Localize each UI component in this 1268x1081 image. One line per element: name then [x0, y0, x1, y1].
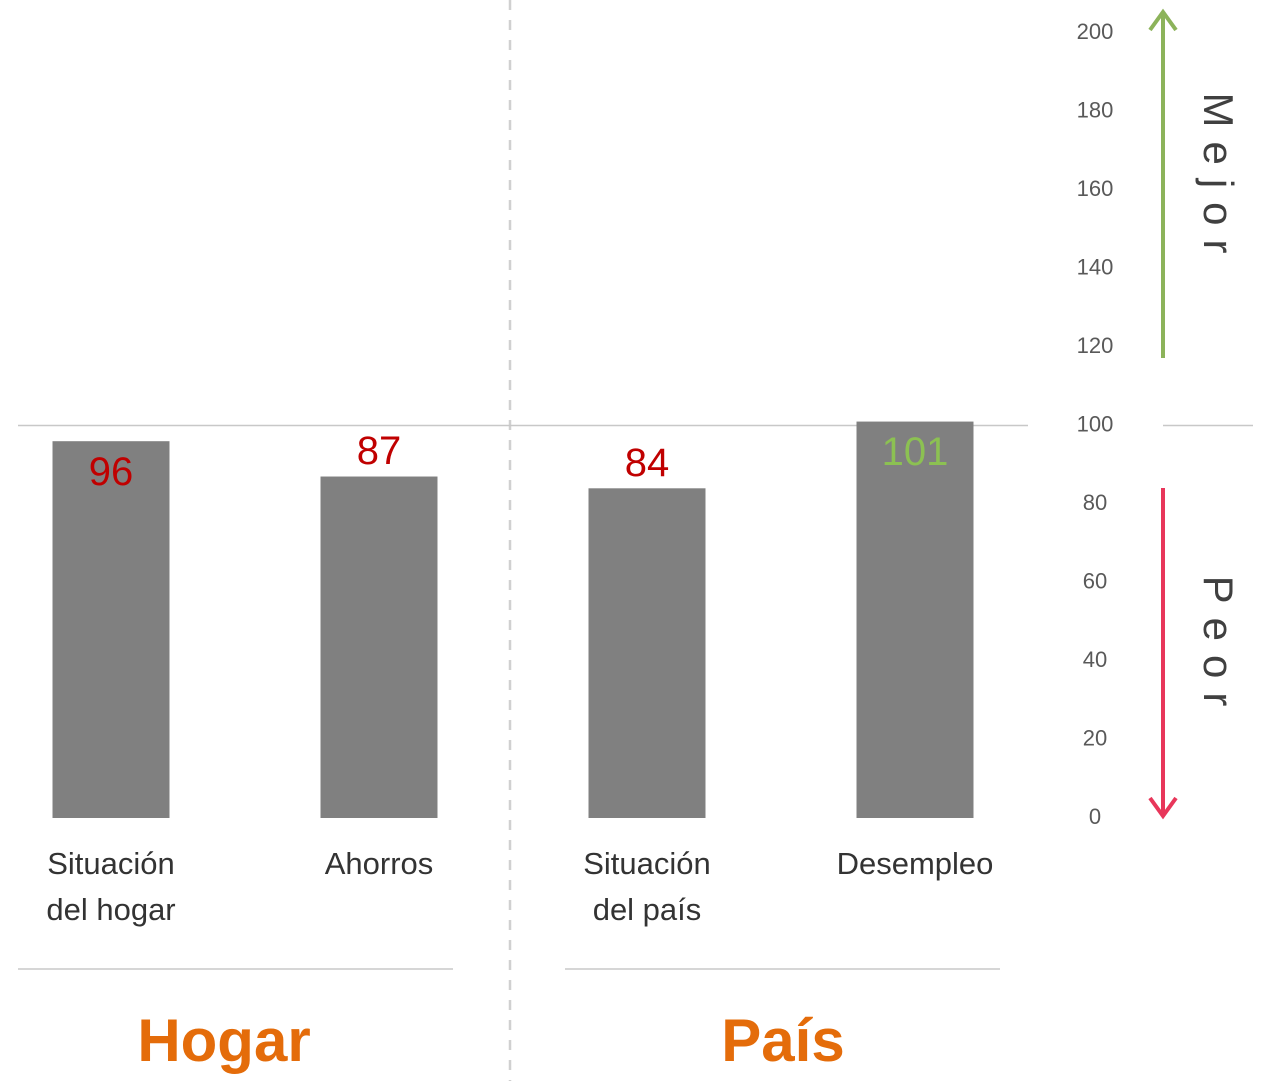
value-label: 84: [625, 441, 670, 485]
x-tick-label: del hogar: [46, 892, 175, 927]
bar: [856, 421, 974, 818]
arrow-head: [1148, 8, 1178, 32]
y-tick-label: 80: [1083, 490, 1107, 515]
bar: [320, 476, 438, 818]
bar: [588, 488, 706, 818]
annotation: Mejor: [1195, 92, 1242, 267]
x-tick-label: del país: [593, 892, 702, 927]
y-tick-label: 100: [1077, 411, 1114, 436]
x-tick-label: Situación: [583, 846, 711, 881]
y-tick-label: 200: [1077, 19, 1114, 44]
arrow-head: [1148, 796, 1178, 820]
value-label: 87: [357, 429, 402, 473]
y-tick-label: 20: [1083, 725, 1107, 750]
y-tick-label: 120: [1077, 333, 1114, 358]
x-tick-label: Ahorros: [325, 846, 434, 881]
value-label: 101: [882, 430, 949, 474]
x-tick-label: Desempleo: [837, 846, 994, 881]
y-tick-label: 60: [1083, 568, 1107, 593]
value-label: 96: [89, 450, 134, 494]
annotation: Peor: [1195, 576, 1242, 721]
group-label: País: [721, 1007, 844, 1074]
group-label: Hogar: [137, 1007, 310, 1074]
y-tick-label: 180: [1077, 97, 1114, 122]
y-tick-label: 140: [1077, 254, 1114, 279]
y-tick-label: 40: [1083, 647, 1107, 672]
x-tick-label: Situación: [47, 846, 175, 881]
y-tick-label: 0: [1089, 804, 1101, 829]
y-tick-label: 160: [1077, 176, 1114, 201]
bar: [52, 441, 170, 818]
